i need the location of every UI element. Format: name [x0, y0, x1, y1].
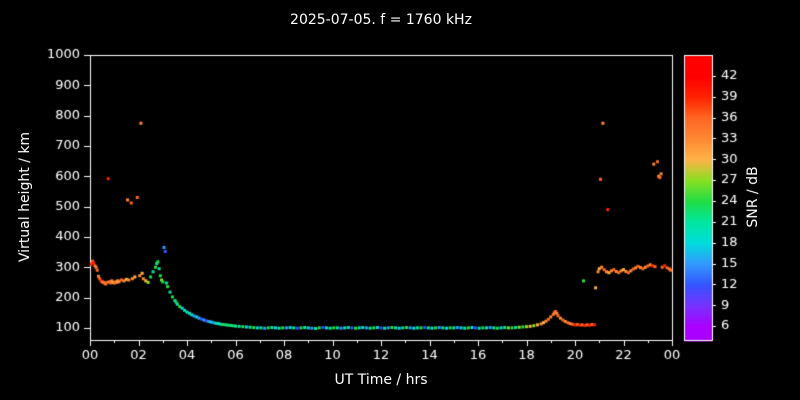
x-axis-label: UT Time / hrs	[334, 372, 428, 388]
y-axis-label: Virtual height / km	[17, 131, 33, 263]
colorbar-label: SNR / dB	[745, 166, 761, 228]
chart-title: 2025-07-05. f = 1760 kHz	[290, 12, 472, 28]
